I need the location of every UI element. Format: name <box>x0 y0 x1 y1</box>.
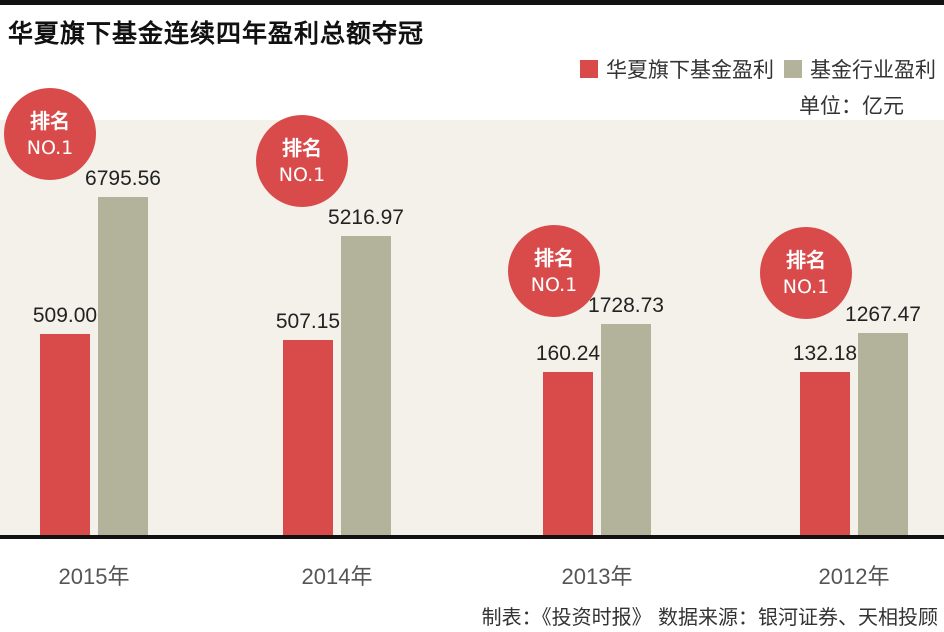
legend-swatch-series-a <box>580 60 598 78</box>
plot-background <box>0 120 944 536</box>
rank-badge-line2-1: NO.1 <box>279 164 326 186</box>
legend-item-series-a: 华夏旗下基金盈利 <box>580 54 774 84</box>
legend-swatch-series-b <box>784 60 802 78</box>
rank-badge-1 <box>256 115 348 207</box>
category-label-2: 2013年 <box>562 564 633 589</box>
rank-badge-line1-0: 排名 <box>30 109 70 133</box>
source-note: 制表：《投资时报》 数据来源：银河证券、天相投顾 <box>481 605 938 629</box>
rank-badge-line1-1: 排名 <box>282 136 322 160</box>
rank-badge-0 <box>4 88 96 180</box>
category-label-1: 2014年 <box>302 564 373 589</box>
top-rule <box>0 0 944 5</box>
legend-label-series-a: 华夏旗下基金盈利 <box>606 58 774 82</box>
unit-label: 单位：亿元 <box>799 94 904 118</box>
data-label-series-a-2: 160.24 <box>536 342 601 365</box>
rank-badge-3 <box>760 227 852 319</box>
rank-badge-line1-3: 排名 <box>786 248 826 272</box>
chart-title: 华夏旗下基金连续四年盈利总额夺冠 <box>8 19 425 48</box>
bar-series-a-0 <box>40 334 90 536</box>
category-label-3: 2012年 <box>819 564 890 589</box>
bar-series-b-1 <box>341 236 391 536</box>
legend-label-series-b: 基金行业盈利 <box>810 58 936 82</box>
data-label-series-b-0: 6795.56 <box>85 167 161 190</box>
data-label-series-a-0: 509.00 <box>33 304 97 327</box>
category-label-0: 2015年 <box>59 564 130 589</box>
data-label-series-b-2: 1728.73 <box>588 294 664 317</box>
data-label-series-b-1: 5216.97 <box>328 206 404 229</box>
legend: 华夏旗下基金盈利 基金行业盈利 <box>580 54 936 84</box>
bar-series-a-2 <box>543 372 593 536</box>
data-label-series-a-3: 132.18 <box>793 342 857 365</box>
rank-badge-line2-0: NO.1 <box>27 137 74 159</box>
data-label-series-b-3: 1267.47 <box>845 303 921 326</box>
bar-series-b-0 <box>98 197 148 536</box>
rank-badge-2 <box>508 225 600 317</box>
rank-badge-line2-3: NO.1 <box>783 276 830 298</box>
rank-badge-line1-2: 排名 <box>534 246 574 270</box>
data-label-series-a-1: 507.15 <box>276 310 340 333</box>
bar-series-b-3 <box>858 333 908 536</box>
rank-badge-line2-2: NO.1 <box>531 274 578 296</box>
bar-series-a-3 <box>800 372 850 536</box>
legend-item-series-b: 基金行业盈利 <box>784 54 936 84</box>
bar-series-b-2 <box>601 324 651 536</box>
bar-series-a-1 <box>283 340 333 536</box>
